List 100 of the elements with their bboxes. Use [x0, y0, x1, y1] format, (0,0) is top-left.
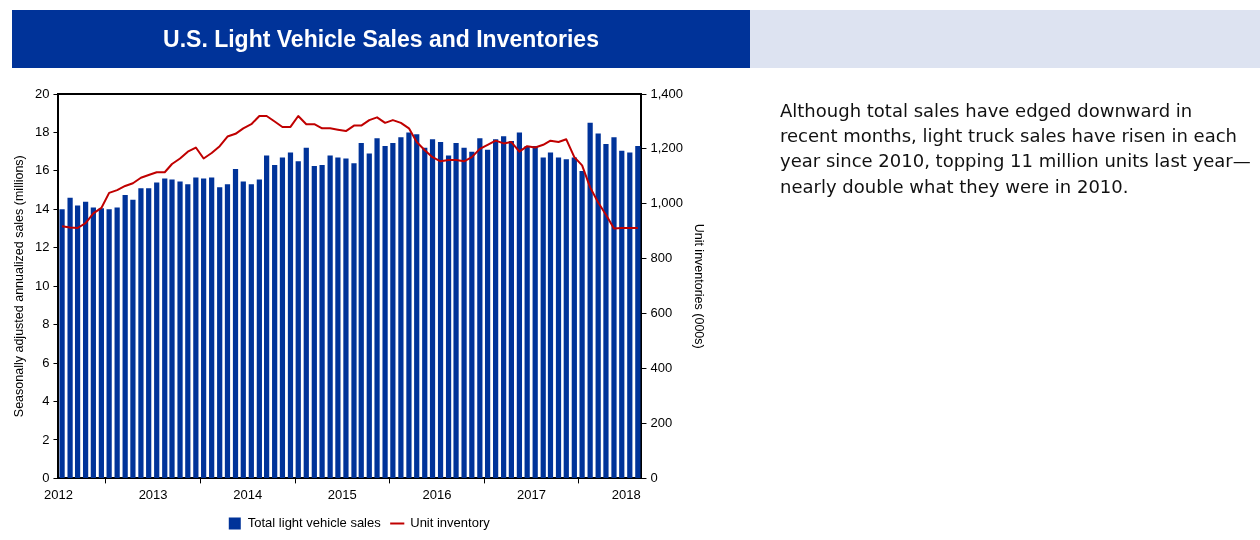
- bar: [461, 147, 467, 478]
- bar: [579, 170, 585, 478]
- bar: [162, 178, 168, 478]
- bar: [563, 159, 569, 478]
- bar: [484, 149, 491, 478]
- bar: [122, 194, 128, 478]
- bar: [98, 208, 104, 478]
- bar: [635, 145, 641, 478]
- bar: [351, 163, 357, 478]
- bar: [524, 145, 530, 478]
- y-tick-label: 16: [34, 162, 50, 178]
- bar: [603, 143, 609, 478]
- bar: [311, 166, 317, 478]
- bar: [106, 209, 112, 478]
- bar: [240, 181, 246, 478]
- y2-tick-label: 1,000: [650, 195, 684, 211]
- y2-tick-label: 1,200: [650, 140, 684, 156]
- bar: [627, 152, 633, 478]
- y-tick-label: 20: [34, 85, 50, 101]
- bar: [469, 151, 475, 478]
- x-tick-label: 2016: [422, 486, 452, 502]
- x-tick-label: 2017: [517, 486, 547, 502]
- y2-tick-label: 1,400: [650, 85, 684, 101]
- bar: [414, 134, 420, 478]
- y-tick-label: 8: [42, 316, 50, 332]
- bar: [453, 143, 459, 478]
- bar: [422, 147, 428, 478]
- bar: [445, 155, 452, 478]
- bar: [177, 181, 183, 478]
- bar: [501, 136, 507, 478]
- bar: [571, 157, 577, 478]
- bar: [382, 145, 388, 478]
- y2-axis-title: Unit inventories (000s): [692, 223, 707, 349]
- bar: [138, 188, 144, 478]
- y-tick-label: 10: [34, 277, 50, 293]
- bar: [587, 122, 593, 478]
- bar: [516, 132, 523, 478]
- bar: [224, 184, 231, 478]
- x-tick-label: 2013: [138, 486, 168, 502]
- y-tick-label: 18: [34, 124, 50, 140]
- bar: [248, 184, 254, 478]
- bar: [508, 141, 514, 478]
- bar: [256, 179, 262, 478]
- y2-tick-label: 200: [650, 415, 673, 431]
- bar: [390, 143, 396, 478]
- bar: [130, 199, 136, 478]
- bar: [209, 177, 215, 478]
- bar: [217, 187, 223, 478]
- legend-label: Unit inventory: [410, 515, 491, 531]
- bar: [114, 207, 120, 478]
- bar: [59, 209, 65, 478]
- y-tick-label: 2: [42, 431, 50, 447]
- bar: [493, 139, 499, 478]
- bar: [343, 158, 349, 478]
- bar: [327, 155, 333, 478]
- bar: [185, 184, 191, 478]
- bar: [437, 142, 444, 478]
- y2-tick-label: 0: [650, 469, 658, 485]
- y2-tick-label: 800: [650, 250, 673, 266]
- y-axis-title: Seasonally adjusted annualized sales (millions): [11, 155, 26, 418]
- text: Although total sales have edged downward in recent months, light truck sales have risen in each year since 2010, topping 11 million units last year—nearly double what they were in 2010.: [780, 99, 1252, 199]
- bar: [619, 150, 625, 478]
- bar: [264, 155, 270, 478]
- bar: [146, 188, 152, 478]
- bar: [398, 137, 404, 478]
- x-tick-label: 2014: [233, 486, 263, 502]
- bar: [169, 179, 175, 478]
- bar: [90, 207, 96, 478]
- bar: [547, 152, 554, 478]
- bar: [295, 161, 301, 478]
- y-tick-label: 12: [34, 239, 50, 255]
- bar: [611, 137, 617, 478]
- bar: [74, 205, 81, 478]
- bar: [406, 132, 412, 478]
- bar: [540, 157, 546, 478]
- bar: [335, 157, 341, 478]
- y-tick-label: 0: [42, 469, 50, 485]
- chart-title: U.S. Light Vehicle Sales and Inventories: [12, 10, 750, 68]
- y-tick-label: 14: [34, 200, 50, 216]
- y-tick-label: 4: [42, 393, 50, 409]
- y2-tick-label: 400: [650, 360, 673, 376]
- x-tick-label: 2015: [327, 486, 357, 502]
- bar: [374, 138, 380, 478]
- bar: [595, 133, 601, 478]
- bar: [303, 147, 309, 478]
- bar: [366, 153, 372, 478]
- legend-label: Total light vehicle sales: [247, 515, 382, 531]
- bar: [555, 157, 562, 478]
- bar: [429, 139, 436, 478]
- bar: [232, 168, 239, 478]
- bar: [358, 143, 364, 478]
- bar: [319, 165, 325, 478]
- bar: [67, 197, 73, 478]
- bar: [477, 138, 483, 478]
- bar: [532, 145, 538, 478]
- bar: [272, 165, 278, 478]
- y2-tick-label: 600: [650, 305, 673, 321]
- x-tick-label: 2018: [611, 486, 641, 502]
- bar: [82, 201, 89, 478]
- bar: [287, 152, 294, 478]
